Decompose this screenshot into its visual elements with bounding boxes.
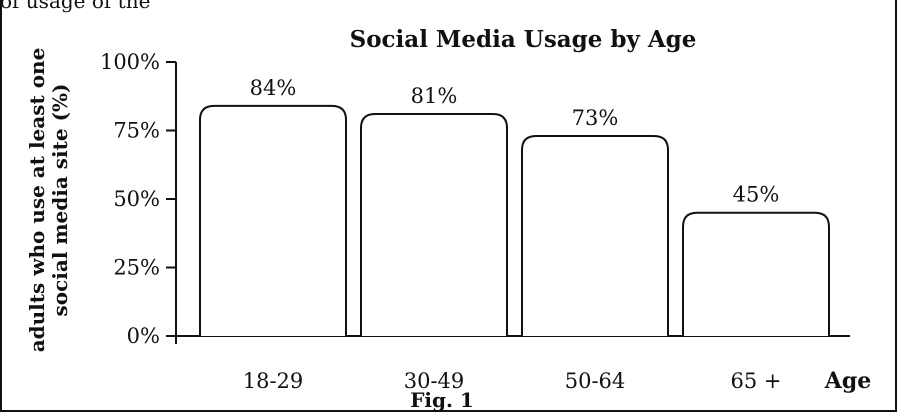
bar-data-label: 73% [572,106,619,130]
x-tick-label: 30-49 [404,369,465,393]
cropped-text-fragment: of usage of the [0,0,151,13]
y-tick-label: 25% [113,256,160,280]
x-tick-label: 18-29 [243,369,304,393]
bar-65 [682,211,830,336]
bar-18-29 [199,104,347,336]
y-tick-label: 0% [127,324,160,348]
bar-30-49 [360,113,508,336]
figure-caption: Fig. 1 [410,388,474,412]
y-axis-label-line1: adults who use at least one [25,48,49,353]
chart-title: Social Media Usage by Age [350,26,697,53]
y-tick-label: 75% [113,119,160,143]
x-tick-label: 65 + [731,369,782,393]
y-axis-label-line2: social media site (%) [48,84,72,317]
bar-data-label: 84% [250,76,297,100]
bar-data-label: 81% [411,84,458,108]
x-axis-label: Age [824,368,871,394]
y-tick-label: 50% [113,187,160,211]
bar-data-label: 45% [733,183,780,207]
y-tick-label: 100% [100,50,160,74]
bar-50-64 [521,134,669,336]
x-tick-label: 50-64 [565,369,626,393]
